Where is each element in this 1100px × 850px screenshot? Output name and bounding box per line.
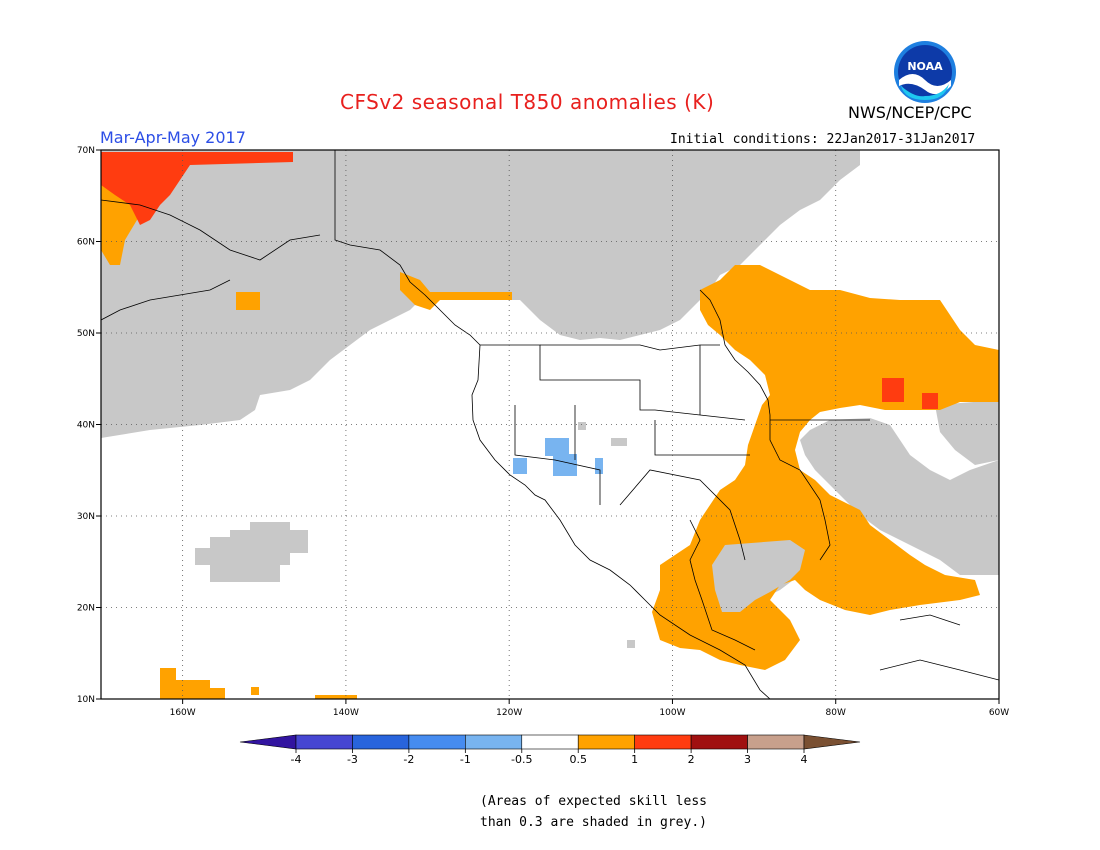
lat-tick-label: 40N — [77, 421, 95, 431]
cool-anomaly-shading — [513, 438, 603, 476]
colorbar-segment — [634, 734, 692, 750]
lon-tick-label: 160W — [170, 708, 196, 718]
lat-tick-label: 10N — [77, 695, 95, 705]
lon-tick-label: 80W — [826, 708, 846, 718]
colorbar-label: -1 — [460, 753, 471, 766]
skill-note-line-2: than 0.3 are shaded in grey.) — [480, 815, 707, 830]
axis-ticks: 160W 140W 120W 100W 80W 60W 10N 20N 30N 40N 50N 60N… — [77, 146, 1009, 718]
skill-note-line-1: (Areas of expected skill less — [480, 794, 707, 809]
initial-conditions-label: Initial conditions: 22Jan2017-31Jan2017 — [670, 132, 976, 147]
map-title: CFSv2 seasonal T850 anomalies (K) — [340, 90, 715, 114]
agency-label: NWS/NCEP/CPC — [848, 103, 972, 122]
colorbar-label: 1 — [631, 753, 638, 766]
lat-tick-label: 60N — [77, 238, 95, 248]
colorbar-segment — [747, 734, 805, 750]
lat-tick-label: 30N — [77, 512, 95, 522]
lon-tick-label: 100W — [659, 708, 685, 718]
lat-tick-label: 70N — [77, 146, 95, 156]
colorbar-segment — [577, 734, 635, 750]
colorbar-arrow-low — [239, 734, 297, 750]
colorbar-arrow-high — [803, 734, 861, 750]
skill-note: (Areas of expected skill less than 0.3 a… — [480, 791, 707, 833]
lat-tick-label: 20N — [77, 604, 95, 614]
colorbar-segment — [352, 734, 410, 750]
colorbar-label: 0.5 — [569, 753, 587, 766]
strong-warm-anomaly-shading — [101, 152, 938, 409]
season-label: Mar-Apr-May 2017 — [100, 128, 246, 147]
colorbar-segment — [690, 734, 748, 750]
colorbar-label: 2 — [688, 753, 695, 766]
coastlines — [101, 150, 999, 699]
colorbar-label: -3 — [347, 753, 358, 766]
colorbar-label: -0.5 — [511, 753, 532, 766]
colorbar: -4 -3 -2 -1 -0.5 0.5 1 2 3 4 — [239, 734, 861, 766]
colorbar-label: -4 — [291, 753, 302, 766]
colorbar-segment — [408, 734, 466, 750]
lon-tick-label: 60W — [989, 708, 1009, 718]
colorbar-segment — [295, 734, 353, 750]
noaa-logo: NOAA — [894, 41, 956, 103]
lon-tick-label: 120W — [496, 708, 522, 718]
colorbar-label: -2 — [403, 753, 414, 766]
lat-tick-label: 50N — [77, 329, 95, 339]
colorbar-segment — [465, 734, 523, 750]
colorbar-label: 4 — [801, 753, 808, 766]
map-field — [101, 150, 999, 699]
low-skill-shading-inner — [712, 540, 805, 612]
colorbar-label: 3 — [744, 753, 751, 766]
noaa-logo-text: NOAA — [907, 60, 943, 73]
colorbar-segment — [521, 734, 579, 750]
lon-tick-label: 140W — [333, 708, 359, 718]
